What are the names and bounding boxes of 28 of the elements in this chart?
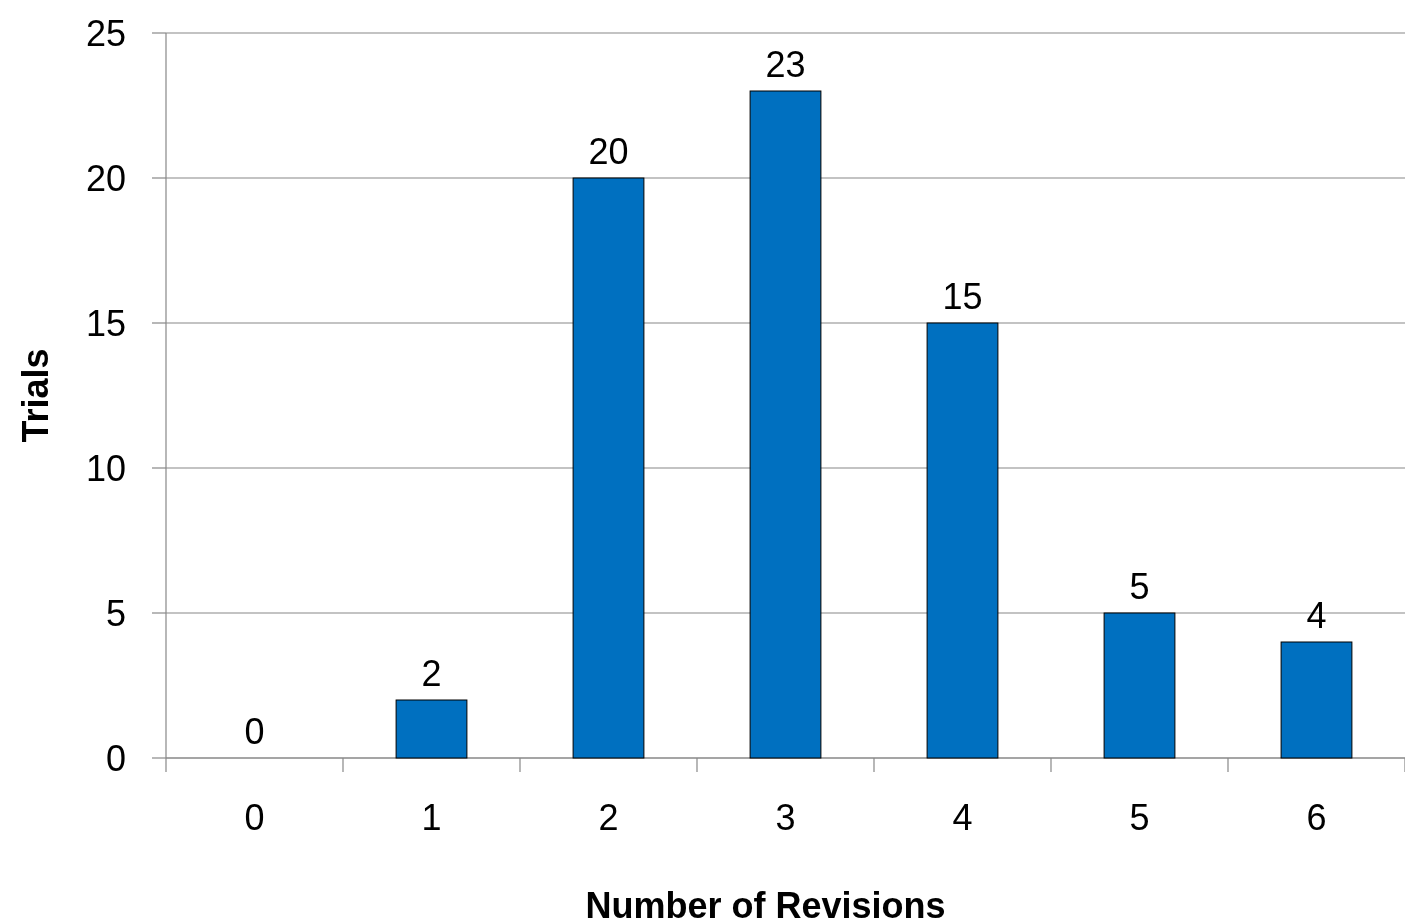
x-tick-label: 0 [244, 797, 265, 838]
bar [749, 90, 822, 759]
x-tick-label: 4 [952, 797, 973, 838]
x-tick-label: 6 [1306, 797, 1327, 838]
y-tick-label: 20 [85, 157, 126, 199]
y-tick-label: 0 [105, 737, 126, 779]
x-tick-label: 1 [421, 797, 442, 838]
x-axis-title: Number of Revisions [585, 885, 946, 924]
data-label: 23 [765, 44, 806, 85]
x-tick-label: 5 [1129, 797, 1150, 838]
bar [1103, 612, 1176, 759]
data-label: 15 [942, 276, 983, 317]
data-label: 2 [421, 653, 442, 694]
y-tick-label: 5 [105, 592, 126, 634]
x-tick-label: 2 [598, 797, 619, 838]
y-tick-label: 25 [85, 12, 126, 54]
x-tick-label: 3 [775, 797, 796, 838]
bar [572, 177, 645, 759]
y-tick-label: 10 [85, 447, 126, 489]
data-label: 4 [1306, 595, 1327, 636]
data-label: 5 [1129, 566, 1150, 607]
bar [926, 322, 999, 759]
bar [1280, 641, 1353, 759]
data-label: 0 [244, 711, 265, 752]
y-tick-label: 15 [85, 302, 126, 344]
y-axis-title: Trials [15, 348, 56, 443]
bar [395, 699, 468, 759]
data-label: 20 [588, 131, 629, 172]
